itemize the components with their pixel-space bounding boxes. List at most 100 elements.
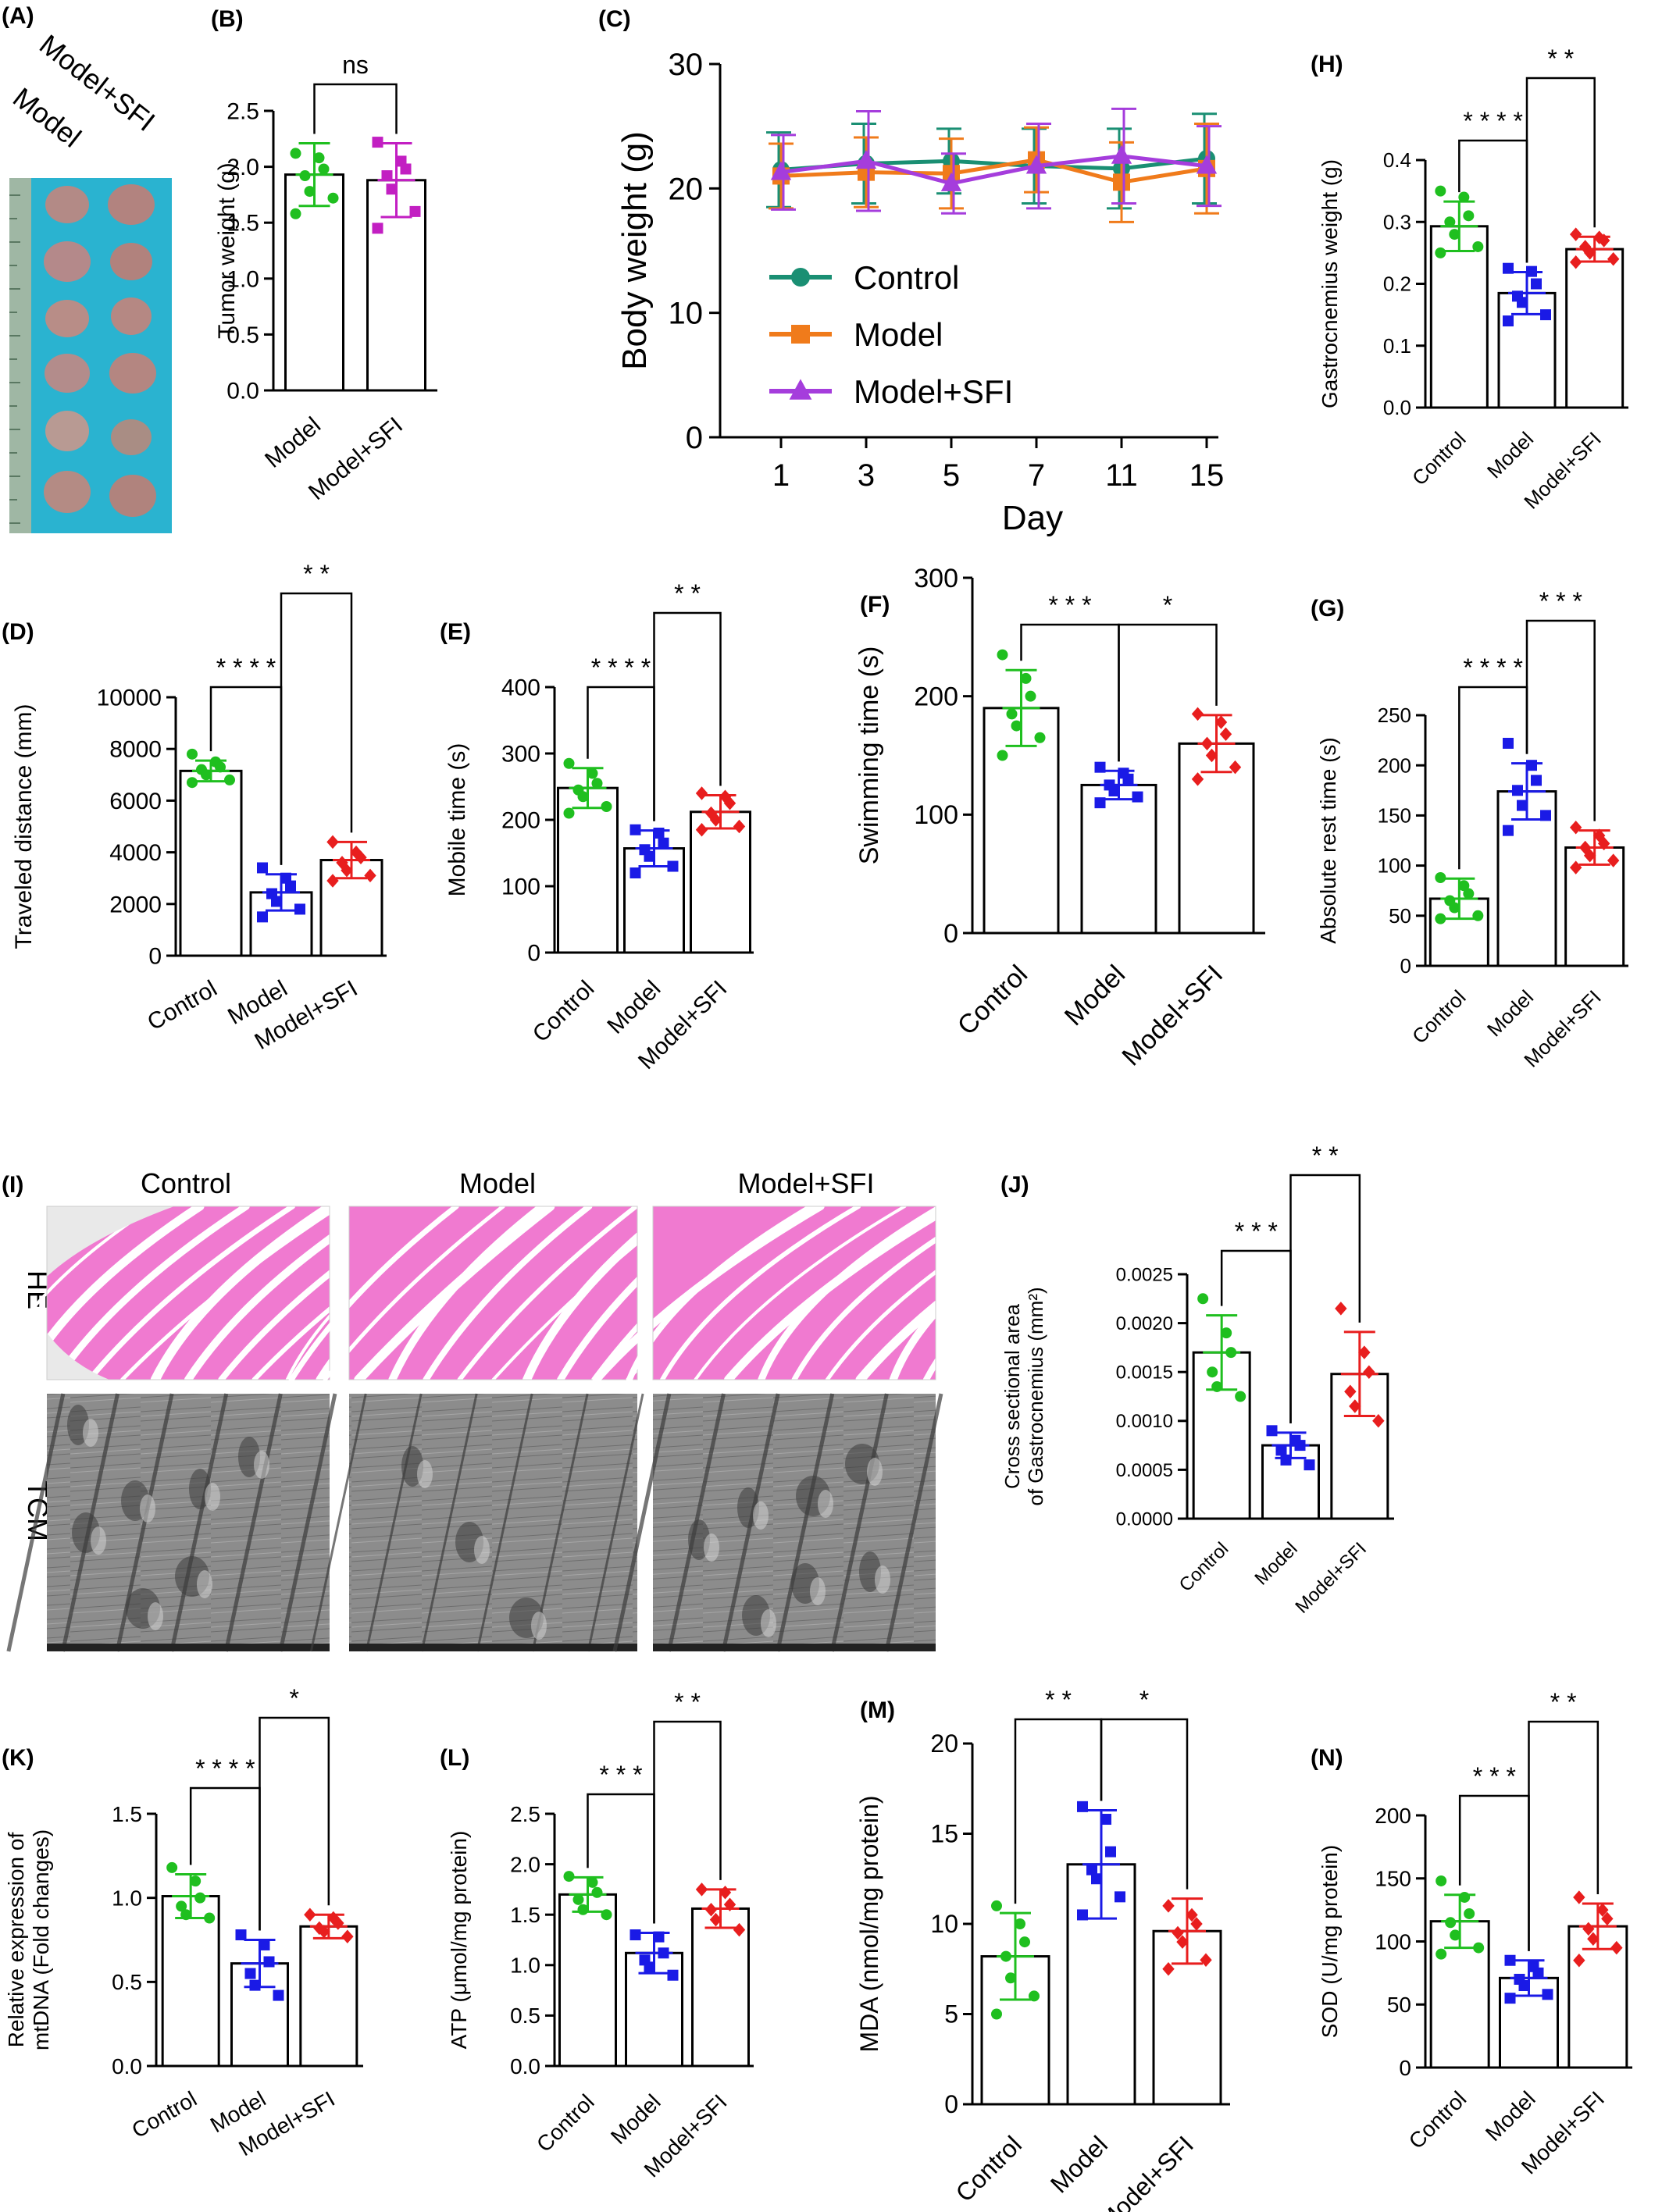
x-tick-label: Model bbox=[1059, 960, 1131, 1031]
y-tick-label: 0 bbox=[944, 2090, 958, 2118]
panel-letter-n: (N) bbox=[1311, 1745, 1343, 1771]
data-point bbox=[1015, 1918, 1025, 1929]
bar bbox=[179, 769, 243, 957]
data-point bbox=[341, 864, 353, 878]
y-tick-label: 0.3 bbox=[1383, 210, 1411, 233]
data-point bbox=[304, 1907, 316, 1922]
y-tick-label: 4000 bbox=[109, 840, 162, 866]
data-point bbox=[1221, 1327, 1232, 1339]
data-point bbox=[1472, 910, 1484, 921]
y-tick-label: 0.5 bbox=[226, 322, 259, 348]
data-point bbox=[587, 768, 598, 779]
data-point bbox=[1229, 760, 1242, 775]
tem-info-bar bbox=[47, 1644, 330, 1651]
he-fiber-gap bbox=[457, 1204, 639, 1382]
tumor-sample bbox=[108, 184, 155, 225]
data-point bbox=[1542, 1989, 1553, 2000]
data-point bbox=[653, 1931, 665, 1943]
y-tick-label: 1.0 bbox=[226, 266, 259, 292]
y-tick-label: 0.5 bbox=[112, 1970, 142, 1994]
data-point bbox=[294, 903, 305, 915]
data-point bbox=[591, 1886, 603, 1898]
data-point bbox=[1077, 1801, 1088, 1812]
panel-letter-c: (C) bbox=[598, 6, 631, 32]
data-point bbox=[704, 1902, 718, 1917]
he-blank-area bbox=[47, 1333, 109, 1380]
significance-bracket bbox=[1528, 1720, 1600, 1951]
data-point bbox=[257, 862, 268, 874]
data-point bbox=[1450, 1929, 1461, 1941]
he-image-frame bbox=[652, 1206, 936, 1380]
data-point bbox=[997, 649, 1008, 661]
he-fiber-gap bbox=[626, 1203, 815, 1383]
tem-vacuole bbox=[531, 1612, 547, 1640]
y-tick-label: 200 bbox=[914, 682, 958, 712]
histology-col-model: Model bbox=[459, 1167, 536, 1199]
y-tick-label: 2.5 bbox=[510, 1802, 540, 1826]
tem-info-bar bbox=[653, 1644, 936, 1651]
data-point bbox=[577, 791, 589, 803]
data-point bbox=[259, 1939, 270, 1950]
data-point bbox=[299, 170, 311, 182]
data-point bbox=[1358, 1345, 1371, 1359]
data-point bbox=[1200, 736, 1214, 751]
tem-vacuole bbox=[254, 1451, 269, 1479]
y-tick-label: 0 bbox=[686, 421, 703, 455]
tem-vacuole bbox=[875, 1565, 890, 1594]
data-point bbox=[386, 183, 398, 195]
y-tick-label: 0.0 bbox=[1383, 396, 1411, 419]
y-tick-label: 200 bbox=[501, 808, 540, 834]
y-tick-label: 200 bbox=[1375, 1804, 1411, 1828]
y-axis-label: Relative expression of bbox=[4, 1833, 28, 2048]
y-axis-label: Traveled distance (mm) bbox=[11, 704, 37, 949]
panel-letter-e: (E) bbox=[440, 619, 471, 645]
data-point bbox=[332, 1916, 344, 1930]
data-point bbox=[629, 824, 641, 835]
data-point bbox=[1464, 1907, 1475, 1919]
data-point bbox=[187, 777, 198, 789]
data-point bbox=[1569, 821, 1582, 835]
data-point bbox=[1512, 785, 1523, 796]
y-tick-label: 200 bbox=[1378, 753, 1411, 777]
data-point bbox=[591, 778, 603, 789]
bar bbox=[1565, 248, 1625, 409]
data-point bbox=[290, 148, 301, 159]
y-tick-label: 2.0 bbox=[226, 155, 259, 180]
y-tick-label: 1.0 bbox=[112, 1886, 142, 1910]
he-fiber-gap bbox=[288, 1203, 459, 1383]
y-tick-label: 2000 bbox=[109, 892, 162, 917]
data-point bbox=[194, 1892, 206, 1904]
y-tick-label: 300 bbox=[914, 564, 958, 593]
photo-label-model: Model bbox=[7, 81, 87, 154]
data-point bbox=[733, 819, 746, 834]
tem-images bbox=[6, 1393, 943, 1652]
data-point bbox=[1435, 913, 1446, 924]
series-0: Control bbox=[766, 112, 1217, 296]
data-point bbox=[1111, 144, 1132, 164]
data-point bbox=[644, 850, 655, 862]
y-tick-label: 6000 bbox=[109, 789, 162, 814]
data-point bbox=[658, 1947, 669, 1959]
tem-z-line bbox=[6, 1393, 66, 1652]
tem-z-line bbox=[829, 1393, 889, 1652]
chart-k: 0.0 0.5 1.0 1.5 Relative expression of mtDNA … bbox=[4, 1684, 363, 2160]
x-tick-label: Control bbox=[127, 2086, 201, 2143]
data-point bbox=[1162, 1899, 1175, 1913]
data-point bbox=[1108, 785, 1120, 796]
data-point bbox=[1472, 240, 1484, 252]
tem-vacuole bbox=[417, 1460, 433, 1488]
tumor-photo-ruler-ticks bbox=[9, 194, 20, 524]
data-point bbox=[257, 911, 268, 923]
significance-label: * * * bbox=[599, 1761, 642, 1789]
y-tick-label: 0 bbox=[943, 919, 958, 949]
panel-letters: (A) (B) (C) (H) (D) (E) (F) (G) (I) (J) … bbox=[2, 3, 1344, 1771]
he-fiber-gap bbox=[388, 1202, 547, 1384]
data-point bbox=[997, 750, 1008, 761]
data-point bbox=[653, 828, 665, 839]
data-point bbox=[563, 807, 575, 819]
data-point bbox=[318, 1924, 330, 1939]
data-point bbox=[1569, 227, 1582, 241]
x-tick-label: Model bbox=[1482, 985, 1538, 1041]
y-tick-label: 0.0 bbox=[112, 2054, 142, 2078]
significance-bracket bbox=[280, 592, 353, 865]
